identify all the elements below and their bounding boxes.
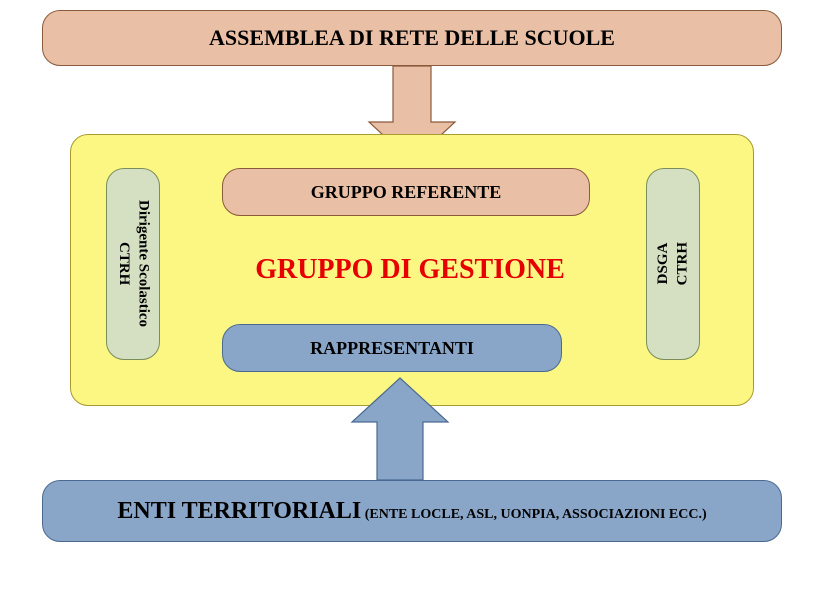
dirigente-box: Dirigente Scolastico CTRH [106, 168, 160, 360]
gruppo-referente-box: GRUPPO REFERENTE [222, 168, 590, 216]
enti-territoriali-box: ENTI TERRITORIALI (ENTE LOCLE, ASL, UONP… [42, 480, 782, 542]
rappresentanti-box: RAPPRESENTANTI [222, 324, 562, 372]
dsga-box: DSGA CTRH [646, 168, 700, 360]
arrow-up-icon [350, 376, 450, 482]
gruppo-gestione-title: GRUPPO DI GESTIONE [190, 245, 630, 295]
assemblea-box: ASSEMBLEA DI RETE DELLE SCUOLE [42, 10, 782, 66]
dirigente-label: Dirigente Scolastico CTRH [114, 200, 153, 327]
rappresentanti-label: RAPPRESENTANTI [310, 338, 474, 359]
assemblea-label: ASSEMBLEA DI RETE DELLE SCUOLE [209, 25, 615, 51]
gruppo-referente-label: GRUPPO REFERENTE [311, 182, 502, 203]
dsga-label: DSGA CTRH [654, 242, 693, 285]
enti-territoriali-label: ENTI TERRITORIALI (ENTE LOCLE, ASL, UONP… [117, 498, 706, 525]
